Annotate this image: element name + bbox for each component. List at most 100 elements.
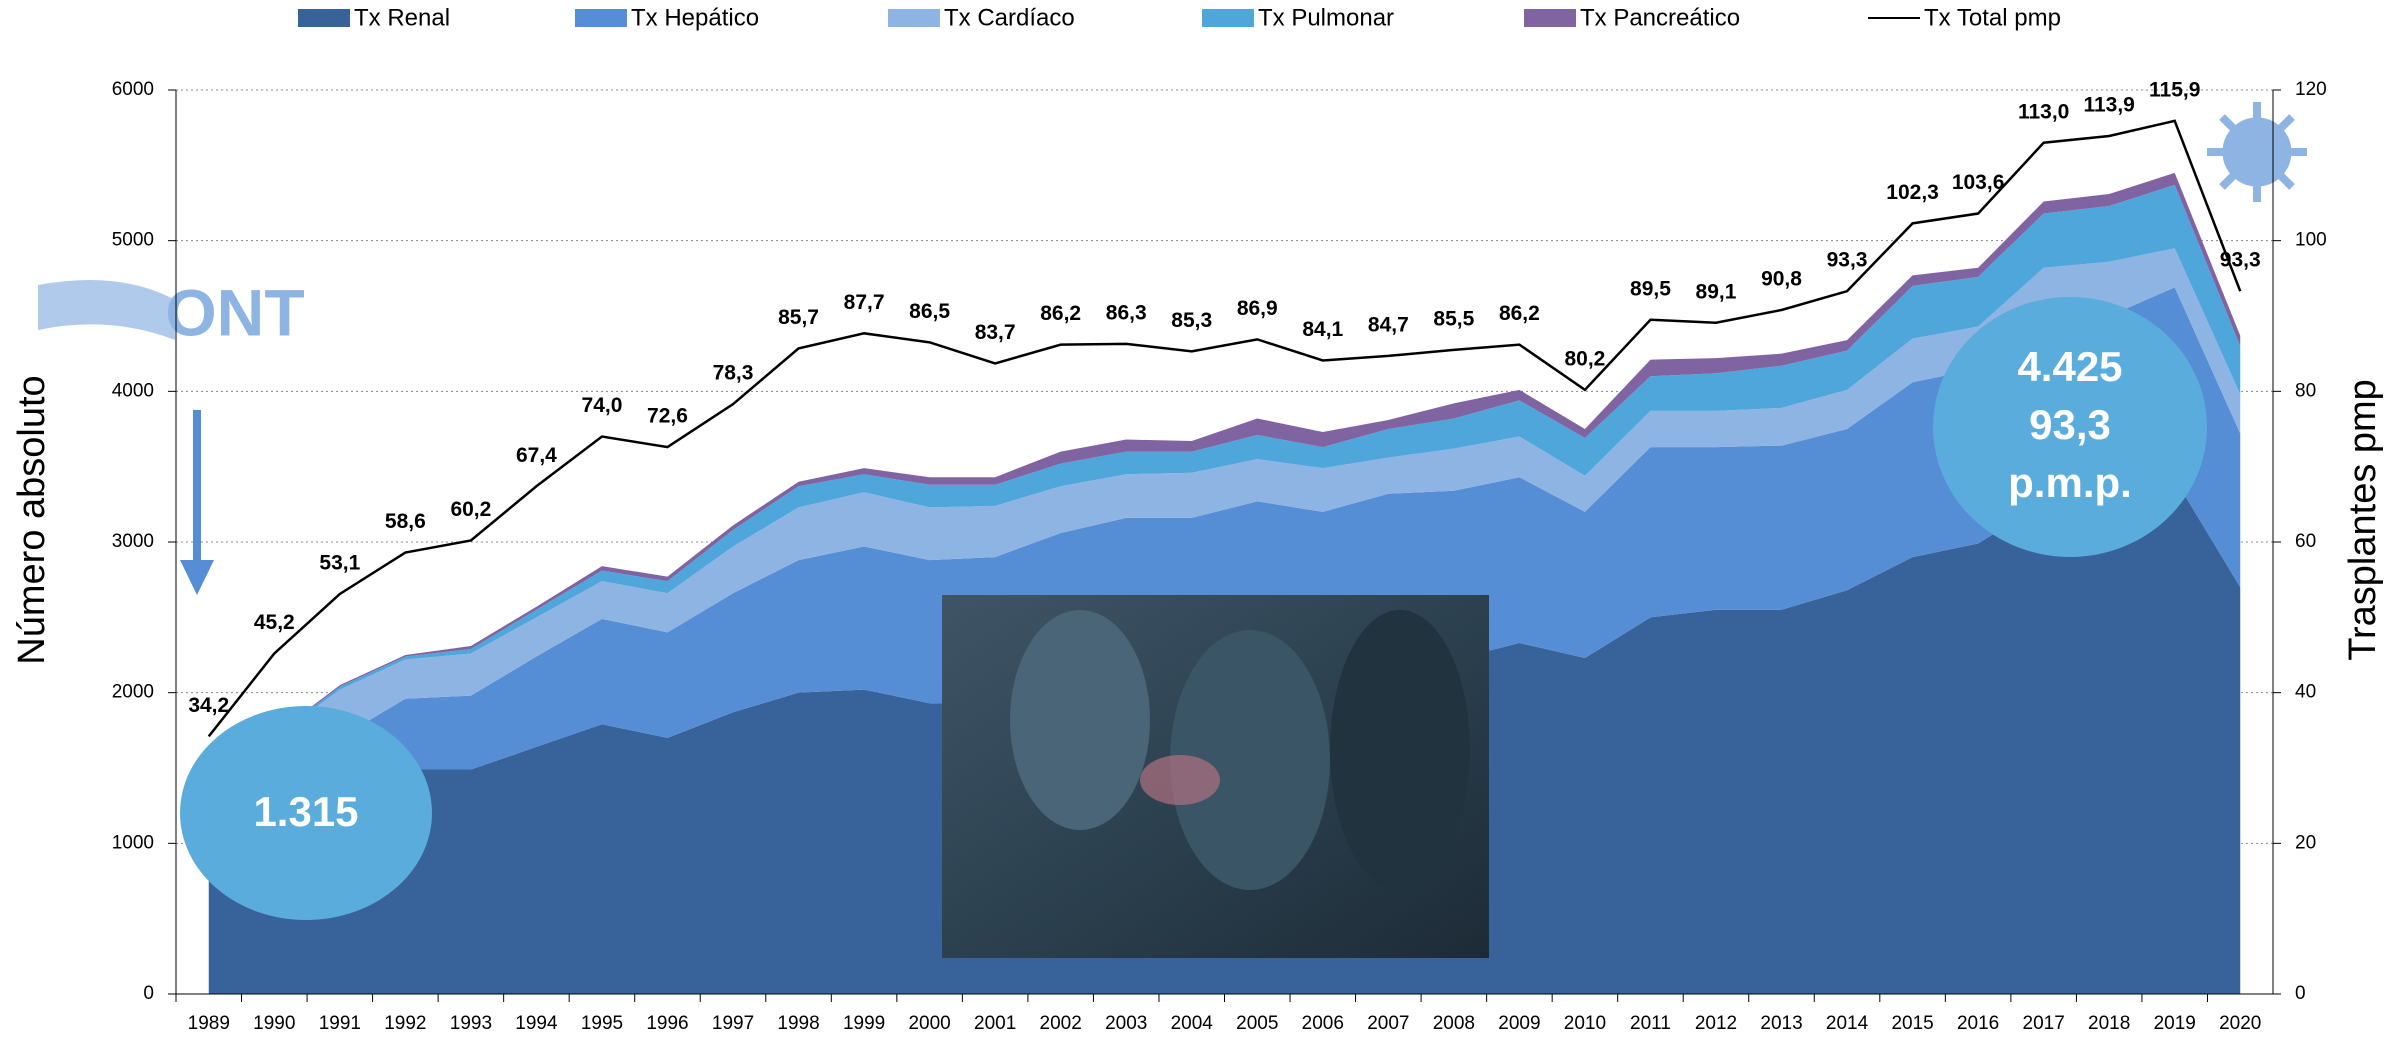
- data-label: 45,2: [254, 611, 295, 634]
- data-label: 93,3: [2220, 249, 2261, 272]
- y-tick-label: 2000: [112, 682, 154, 703]
- legend-swatch: [575, 9, 627, 27]
- data-label: 74,0: [582, 394, 623, 417]
- data-label: 67,4: [516, 444, 557, 467]
- x-tick-label: 2007: [1367, 1013, 1409, 1034]
- legend-swatch: [1524, 9, 1576, 27]
- data-label: 86,5: [909, 300, 950, 323]
- y2-tick-label: 60: [2295, 531, 2316, 552]
- legend-swatch: [888, 9, 940, 27]
- annotation: 4.425: [2017, 343, 2122, 390]
- y2-tick-label: 100: [2295, 230, 2327, 251]
- y2-tick-label: 80: [2295, 380, 2316, 401]
- photo-detail: [1140, 755, 1220, 805]
- legend-label: Tx Cardíaco: [944, 4, 1075, 31]
- x-tick-label: 2012: [1695, 1013, 1737, 1034]
- y2-tick-label: 120: [2295, 79, 2327, 100]
- data-label: 89,1: [1696, 280, 1737, 303]
- data-label: 89,5: [1630, 277, 1671, 300]
- x-tick-label: 2006: [1302, 1013, 1344, 1034]
- y-tick-label: 5000: [112, 230, 154, 251]
- legend-label: Tx Pancreático: [1580, 4, 1740, 31]
- data-label: 84,1: [1302, 318, 1343, 341]
- logo-wing: [38, 280, 175, 340]
- y-tick-label: 3000: [112, 531, 154, 552]
- data-label: 78,3: [713, 362, 754, 385]
- x-tick-label: 1998: [777, 1013, 819, 1034]
- data-label: 86,3: [1106, 301, 1147, 324]
- x-tick-label: 2017: [2023, 1013, 2065, 1034]
- x-tick-label: 2009: [1498, 1013, 1540, 1034]
- x-tick-label: 2016: [1957, 1013, 1999, 1034]
- y-tick-label: 1000: [112, 832, 154, 853]
- x-tick-label: 2019: [2154, 1013, 2196, 1034]
- virus-icon: [2207, 102, 2307, 202]
- data-label: 53,1: [319, 552, 360, 575]
- data-label: 58,6: [385, 510, 426, 533]
- x-tick-label: 2001: [974, 1013, 1016, 1034]
- y2-axis-title: Trasplantes pmp: [2342, 379, 2384, 661]
- data-label: 34,2: [188, 694, 229, 717]
- legend-label: Tx Total pmp: [1924, 4, 2061, 31]
- y2-tick-label: 0: [2295, 983, 2306, 1004]
- x-tick-label: 1989: [188, 1013, 230, 1034]
- y2-tick-label: 20: [2295, 832, 2316, 853]
- x-tick-label: 1992: [384, 1013, 426, 1034]
- data-label: 86,2: [1040, 302, 1081, 325]
- x-tick-label: 2013: [1760, 1013, 1802, 1034]
- data-label: 85,3: [1171, 309, 1212, 332]
- data-label: 80,2: [1564, 347, 1605, 370]
- x-tick-label: 2014: [1826, 1013, 1869, 1034]
- arrow-head: [180, 560, 214, 595]
- x-tick-label: 2004: [1171, 1013, 1214, 1034]
- photo-figure: [1330, 610, 1470, 890]
- data-label: 113,9: [2083, 94, 2134, 117]
- y-tick-label: 4000: [112, 380, 154, 401]
- x-tick-label: 1999: [843, 1013, 885, 1034]
- data-label: 86,2: [1499, 302, 1540, 325]
- y2-tick-label: 40: [2295, 682, 2316, 703]
- data-label: 85,5: [1433, 307, 1474, 330]
- x-tick-label: 2011: [1630, 1013, 1671, 1034]
- x-tick-label: 2005: [1236, 1013, 1278, 1034]
- data-label: 86,9: [1237, 297, 1278, 320]
- x-tick-label: 2008: [1433, 1013, 1475, 1034]
- arrow: [193, 410, 201, 565]
- x-tick-label: 2015: [1891, 1013, 1933, 1034]
- annotation: 1.315: [253, 788, 358, 835]
- data-label: 83,7: [975, 321, 1016, 344]
- x-tick-label: 1996: [646, 1013, 688, 1034]
- x-tick-label: 1995: [581, 1013, 623, 1034]
- data-label: 115,9: [2149, 78, 2200, 101]
- logo-text: ONT: [165, 275, 304, 349]
- legend-label: Tx Renal: [354, 4, 450, 31]
- annotation: p.m.p.: [2008, 459, 2132, 506]
- y-axis-title: Número absoluto: [11, 375, 53, 664]
- photo-figure: [1010, 610, 1150, 830]
- x-tick-label: 2010: [1564, 1013, 1606, 1034]
- y-tick-label: 6000: [112, 79, 154, 100]
- data-label: 72,6: [647, 405, 688, 428]
- x-tick-label: 2000: [908, 1013, 950, 1034]
- data-label: 113,0: [2018, 100, 2069, 123]
- data-label: 60,2: [450, 498, 491, 521]
- x-tick-label: 2020: [2219, 1013, 2261, 1034]
- legend-swatch: [298, 9, 350, 27]
- data-label: 93,3: [1827, 249, 1868, 272]
- x-tick-label: 2002: [1040, 1013, 1082, 1034]
- legend-label: Tx Pulmonar: [1258, 4, 1394, 31]
- x-tick-label: 1994: [515, 1013, 558, 1034]
- annotation: 93,3: [2029, 401, 2111, 448]
- x-tick-label: 2018: [2088, 1013, 2130, 1034]
- x-tick-label: 2003: [1105, 1013, 1147, 1034]
- y-tick-label: 0: [143, 983, 154, 1004]
- data-label: 85,7: [778, 306, 819, 329]
- logo: ONT: [38, 275, 305, 349]
- x-tick-label: 1997: [712, 1013, 754, 1034]
- data-label: 87,7: [844, 291, 885, 314]
- x-tick-label: 1991: [319, 1013, 361, 1034]
- chart: ONT 1.315 4.425 93,3 p.m.p. 34,2 45,2 53,1…: [0, 0, 2397, 1037]
- legend-label: Tx Hepático: [631, 4, 759, 31]
- data-label: 102,3: [1886, 181, 1939, 204]
- data-label: 84,7: [1368, 313, 1409, 336]
